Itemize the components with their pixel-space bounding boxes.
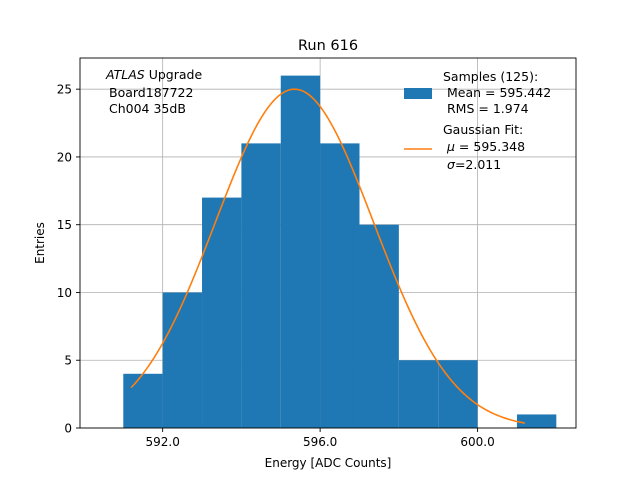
y-tick-label: 20 (57, 150, 72, 164)
legend-samples-title: Samples (125): (443, 69, 538, 84)
histogram-bar (516, 414, 557, 428)
annotation-channel: Ch004 35dB (109, 101, 186, 116)
y-axis-label: Entries (33, 222, 47, 264)
annotation-text: ATLAS Upgrade Board187722 Ch004 35dB (105, 67, 202, 116)
histogram-bar (280, 75, 321, 428)
y-axis-ticks: 0 5 10 15 20 25 (57, 83, 80, 436)
y-tick-label: 25 (57, 83, 72, 97)
histogram-bars (123, 75, 557, 428)
legend-sigma-value: =2.011 (455, 157, 501, 172)
x-tick-label: 592.0 (145, 435, 179, 449)
histogram-bar (359, 224, 399, 428)
annotation-upgrade: Upgrade (149, 67, 203, 82)
x-tick-label: 600.0 (460, 435, 494, 449)
x-tick-label: 596.0 (303, 435, 337, 449)
histogram-bar (123, 373, 163, 428)
legend-samples-swatch (404, 88, 432, 99)
plot-frame (79, 57, 577, 429)
y-tick-label: 0 (64, 422, 72, 436)
legend-mu-symbol: μ (446, 139, 455, 154)
annotation-italic-atlas: ATLAS (105, 67, 145, 82)
legend-samples-mean: Mean = 595.442 (447, 85, 551, 100)
y-tick-label: 5 (64, 354, 72, 368)
annotation-board: Board187722 (109, 85, 193, 100)
histogram-bar (241, 143, 281, 428)
legend: Samples (125): Mean = 595.442 RMS = 1.97… (404, 69, 551, 172)
legend-fit-title: Gaussian Fit: (443, 122, 523, 137)
legend-samples-rms: RMS = 1.974 (447, 101, 529, 116)
legend-mu-value: = 595.348 (455, 139, 525, 154)
gaussian-fit-curve (130, 88, 525, 424)
legend-sigma-symbol: σ (447, 157, 456, 172)
legend-fit-mu: μ = 595.348 (446, 139, 525, 154)
histogram-bar (202, 197, 242, 428)
legend-fit-sigma: σ=2.011 (447, 157, 501, 172)
y-tick-label: 15 (57, 218, 72, 232)
histogram-bar (398, 360, 439, 428)
annotation-line-1: ATLAS Upgrade (105, 67, 202, 82)
chart-title: Run 616 (298, 38, 358, 54)
x-axis-label: Energy [ADC Counts] (265, 456, 392, 470)
x-axis-ticks: 592.0 596.0 600.0 (145, 428, 495, 449)
y-tick-label: 10 (57, 286, 72, 300)
histogram-bar (162, 292, 203, 428)
histogram-bar (320, 143, 360, 428)
